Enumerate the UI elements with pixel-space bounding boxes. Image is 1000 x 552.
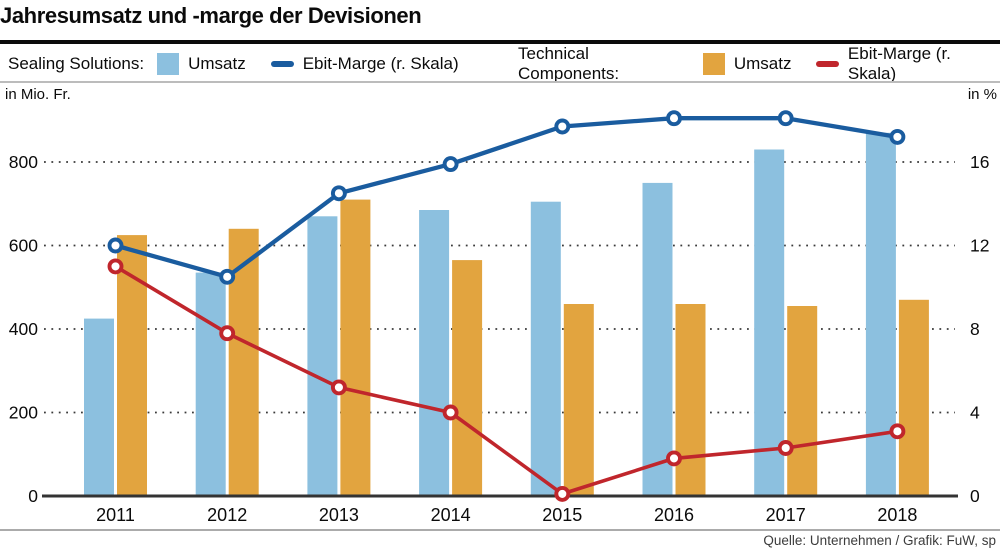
marker-technical-components-ebit-marge xyxy=(107,258,124,275)
right-axis-tick-label: 0 xyxy=(970,486,980,506)
bar-sealing-solutions-umsatz xyxy=(419,210,450,496)
marker-sealing-solutions-ebit-marge xyxy=(442,156,459,173)
x-axis-year-label: 2018 xyxy=(877,505,917,525)
bar-technical-components-umsatz xyxy=(228,228,259,497)
x-axis-year-label: 2014 xyxy=(431,505,471,525)
footer-divider xyxy=(0,529,1000,531)
bar-technical-components-umsatz xyxy=(787,306,818,496)
legend-group-sealing-solutions: Sealing Solutions: Umsatz Ebit-Marge (r.… xyxy=(8,50,459,78)
legend-line-label: Ebit-Marge (r. Skala) xyxy=(302,54,459,73)
x-axis-year-label: 2016 xyxy=(654,505,694,525)
marker-technical-components-ebit-marge xyxy=(330,379,347,396)
marker-technical-components-ebit-marge xyxy=(666,450,682,467)
bar-technical-components-umsatz xyxy=(340,199,371,496)
legend-line-label: Ebit-Marge (r. Skala) xyxy=(847,44,951,83)
x-axis-year-label: 2012 xyxy=(207,505,247,525)
source-credit: Quelle: Unternehmen / Grafik: FuW, sp xyxy=(763,533,996,548)
left-axis-tick-label: 400 xyxy=(9,319,38,339)
marker-sealing-solutions-ebit-marge xyxy=(889,128,906,145)
bar-technical-components-umsatz xyxy=(452,260,483,496)
marker-sealing-solutions-ebit-marge xyxy=(330,185,347,202)
line-sealing-solutions-ebit-marge xyxy=(114,116,898,279)
legend-bar-label: Umsatz xyxy=(188,54,246,73)
marker-sealing-solutions-ebit-marge xyxy=(777,110,794,127)
bar-technical-components-umsatz xyxy=(117,235,147,496)
line-technical-components-ebit-marge xyxy=(114,264,898,496)
left-axis-tick-label: 0 xyxy=(28,486,38,506)
bar-sealing-solutions-umsatz xyxy=(865,132,896,497)
bar-technical-components-umsatz xyxy=(563,304,594,496)
x-axis-year-label: 2015 xyxy=(542,505,582,525)
x-axis-year-label: 2013 xyxy=(319,505,359,525)
ebit-line-swatch-icon xyxy=(816,61,839,67)
marker-sealing-solutions-ebit-marge xyxy=(219,268,236,285)
marker-technical-components-ebit-marge xyxy=(554,485,571,502)
umsatz-bar-swatch-icon xyxy=(157,53,180,75)
bar-sealing-solutions-umsatz xyxy=(84,318,114,496)
right-axis-tick-label: 4 xyxy=(970,403,980,423)
marker-technical-components-ebit-marge xyxy=(889,423,906,440)
marker-technical-components-ebit-marge xyxy=(219,325,236,342)
bar-sealing-solutions-umsatz xyxy=(307,216,338,497)
ebit-line-swatch-icon xyxy=(270,61,294,67)
legend-bar-label: Umsatz xyxy=(733,54,792,73)
right-axis-tick-label: 8 xyxy=(970,319,980,339)
marker-sealing-solutions-ebit-marge xyxy=(554,118,571,135)
bar-sealing-solutions-umsatz xyxy=(642,182,673,496)
left-axis-unit: in Mio. Fr. xyxy=(5,86,71,103)
bar-sealing-solutions-umsatz xyxy=(195,272,226,496)
legend-group-technical-components: Technical Components: Umsatz Ebit-Marge … xyxy=(518,44,1000,83)
legend-group-label: Sealing Solutions: xyxy=(8,54,145,73)
bar-technical-components-umsatz xyxy=(898,299,929,496)
legend-divider xyxy=(0,81,1000,83)
x-axis-year-label: 2011 xyxy=(96,505,135,525)
marker-sealing-solutions-ebit-marge xyxy=(666,110,682,127)
bar-sealing-solutions-umsatz xyxy=(530,201,561,496)
marker-sealing-solutions-ebit-marge xyxy=(107,237,124,254)
left-axis-tick-label: 800 xyxy=(9,152,38,172)
marker-technical-components-ebit-marge xyxy=(442,404,459,421)
left-axis-tick-label: 200 xyxy=(9,403,38,423)
right-axis-tick-label: 12 xyxy=(970,236,989,256)
title-underline xyxy=(0,40,1000,44)
bar-technical-components-umsatz xyxy=(675,304,706,496)
left-axis-tick-label: 600 xyxy=(9,236,38,256)
legend-group-label: Technical Components: xyxy=(518,44,620,83)
right-axis-unit: in % xyxy=(967,86,997,103)
x-axis-year-label: 2017 xyxy=(766,505,806,525)
umsatz-bar-swatch-icon xyxy=(703,53,725,75)
bar-sealing-solutions-umsatz xyxy=(754,149,785,496)
page-title: Jahresumsatz und -marge der Devisionen xyxy=(0,3,422,28)
marker-technical-components-ebit-marge xyxy=(777,440,794,456)
right-axis-tick-label: 16 xyxy=(970,152,989,172)
